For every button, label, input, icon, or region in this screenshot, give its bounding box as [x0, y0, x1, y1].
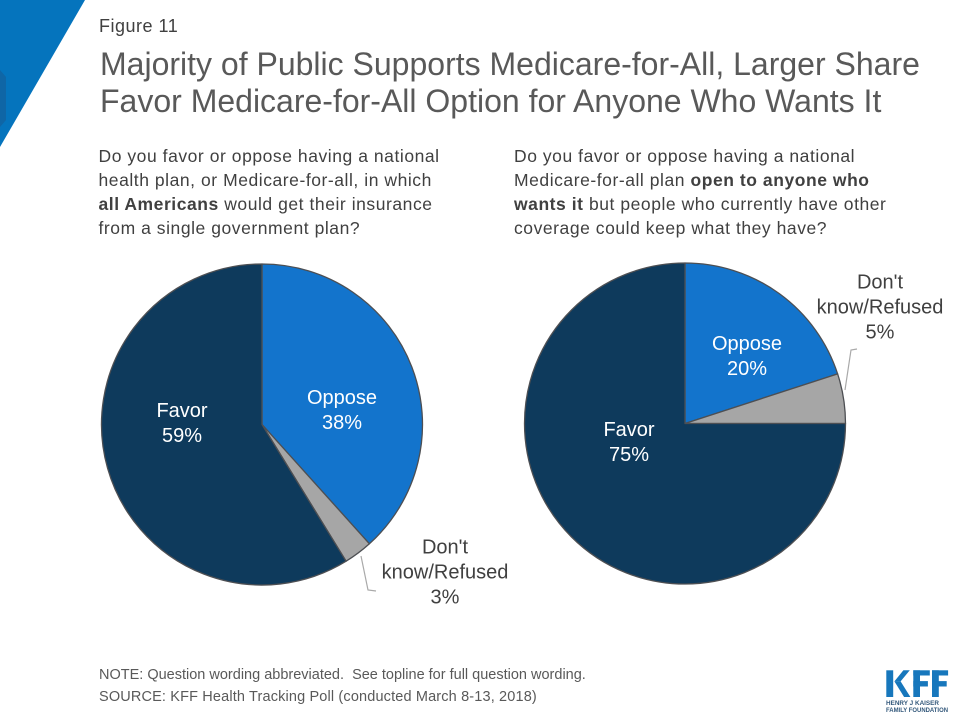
svg-text:HENRY J KAISER: HENRY J KAISER [886, 700, 939, 707]
svg-text:FAMILY FOUNDATION: FAMILY FOUNDATION [886, 707, 948, 714]
